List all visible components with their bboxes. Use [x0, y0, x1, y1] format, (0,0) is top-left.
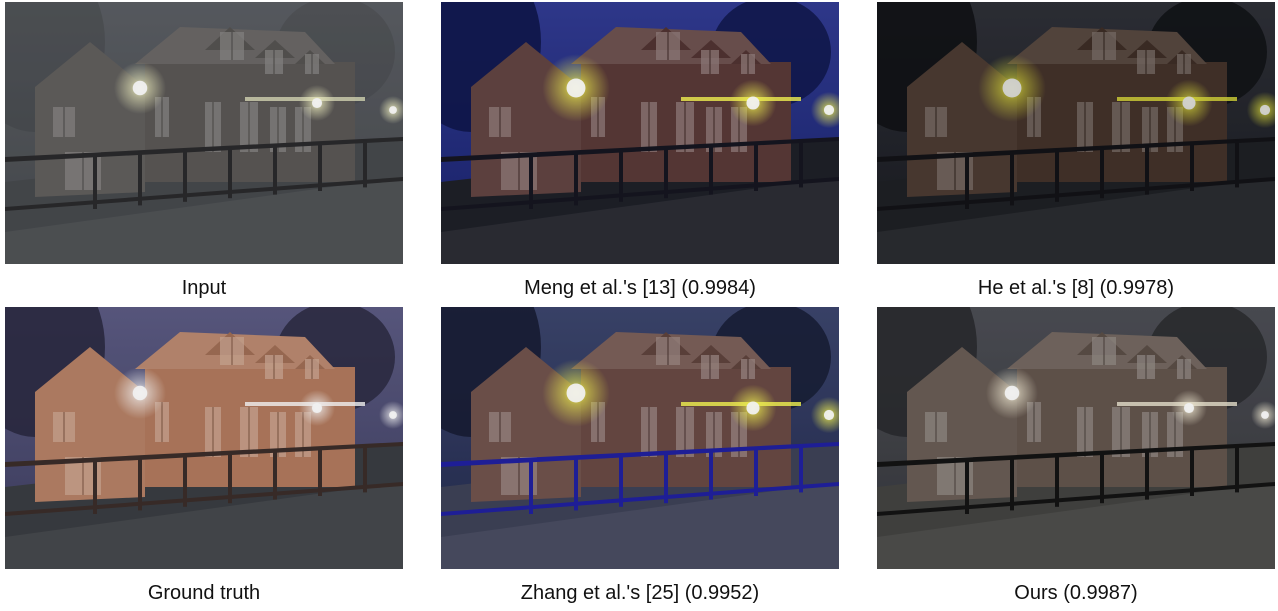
he-result-caption: He et al.'s [8] (0.9978) [977, 277, 1175, 299]
meng-result-image-svg [441, 2, 839, 264]
ground-truth-caption: Ground truth [147, 582, 261, 604]
zhang-result-image [441, 307, 839, 569]
scene [5, 2, 403, 264]
zhang-result-image-svg [441, 307, 839, 569]
ground-truth-image-svg [5, 307, 403, 569]
meng-result-image [441, 2, 839, 264]
ours-result-caption: Ours (0.9987) [1014, 582, 1138, 604]
input-image-svg [5, 2, 403, 264]
ours-result-image-svg [877, 307, 1275, 569]
scene [877, 2, 1275, 264]
input-image [5, 2, 403, 264]
scene [441, 2, 839, 264]
zhang-result-caption: Zhang et al.'s [25] (0.9952) [520, 582, 760, 604]
scene [441, 307, 839, 569]
ground-truth-image [5, 307, 403, 569]
he-result-image [877, 2, 1275, 264]
ours-result-image [877, 307, 1275, 569]
scene [877, 307, 1275, 569]
input-caption: Input [181, 277, 227, 299]
he-result-image-svg [877, 2, 1275, 264]
scene [5, 307, 403, 569]
meng-result-caption: Meng et al.'s [13] (0.9984) [524, 277, 756, 299]
